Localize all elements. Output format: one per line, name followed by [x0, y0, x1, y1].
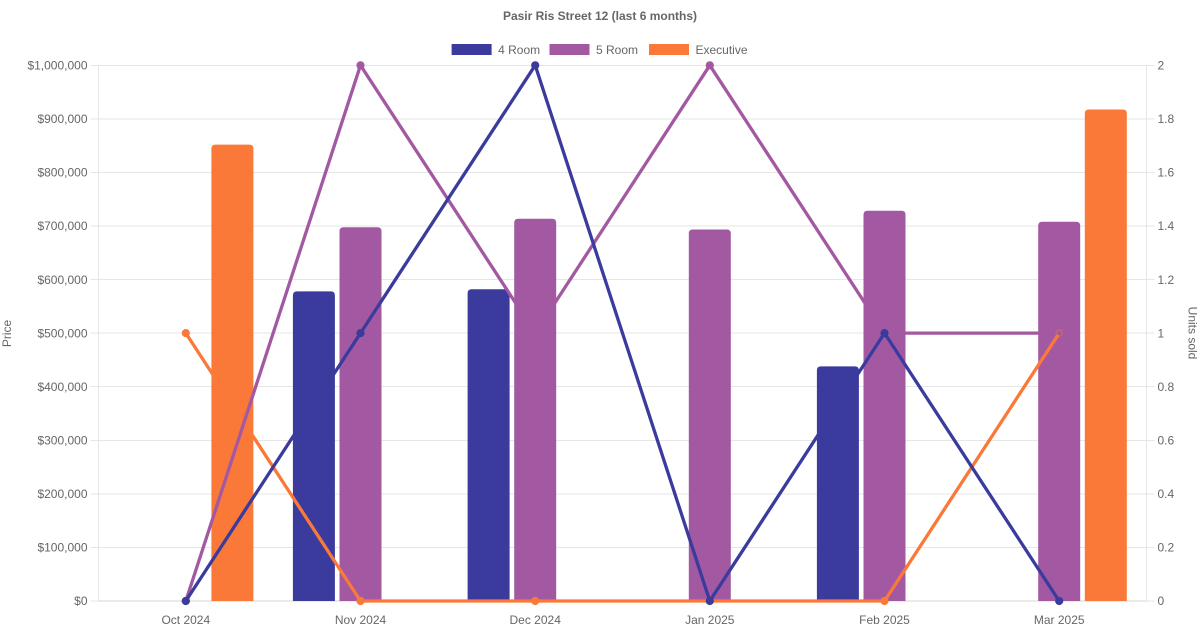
svg-text:$600,000: $600,000 — [37, 273, 87, 287]
svg-text:0.4: 0.4 — [1158, 487, 1175, 501]
svg-text:0.6: 0.6 — [1158, 434, 1175, 448]
svg-text:0.8: 0.8 — [1158, 380, 1175, 394]
svg-text:$700,000: $700,000 — [37, 219, 87, 233]
svg-text:1.6: 1.6 — [1158, 166, 1175, 180]
svg-text:Pasir Ris Street 12 (last 6 mo: Pasir Ris Street 12 (last 6 months) — [503, 9, 697, 23]
svg-text:$100,000: $100,000 — [37, 541, 87, 555]
svg-text:$0: $0 — [74, 594, 88, 608]
svg-text:Executive: Executive — [696, 43, 748, 57]
svg-text:$400,000: $400,000 — [37, 380, 87, 394]
svg-text:Dec 2024: Dec 2024 — [510, 613, 562, 627]
svg-text:1: 1 — [1158, 326, 1165, 340]
svg-text:2: 2 — [1158, 59, 1165, 73]
svg-text:Price: Price — [0, 320, 14, 348]
svg-text:$900,000: $900,000 — [37, 112, 87, 126]
svg-text:1.2: 1.2 — [1158, 273, 1175, 287]
svg-text:$300,000: $300,000 — [37, 434, 87, 448]
svg-text:$500,000: $500,000 — [37, 326, 87, 340]
svg-text:0.2: 0.2 — [1158, 541, 1175, 555]
svg-text:Units sold: Units sold — [1186, 307, 1200, 360]
svg-text:0: 0 — [1158, 594, 1165, 608]
svg-text:Oct 2024: Oct 2024 — [161, 613, 210, 627]
svg-text:Nov 2024: Nov 2024 — [335, 613, 387, 627]
svg-text:$1,000,000: $1,000,000 — [27, 59, 87, 73]
svg-text:Jan 2025: Jan 2025 — [685, 613, 735, 627]
svg-text:1.4: 1.4 — [1158, 219, 1175, 233]
svg-text:5 Room: 5 Room — [596, 43, 638, 57]
svg-text:$200,000: $200,000 — [37, 487, 87, 501]
svg-text:Mar 2025: Mar 2025 — [1034, 613, 1085, 627]
svg-text:1.8: 1.8 — [1158, 112, 1175, 126]
svg-text:$800,000: $800,000 — [37, 166, 87, 180]
svg-text:Feb 2025: Feb 2025 — [859, 613, 910, 627]
svg-text:4 Room: 4 Room — [498, 43, 540, 57]
